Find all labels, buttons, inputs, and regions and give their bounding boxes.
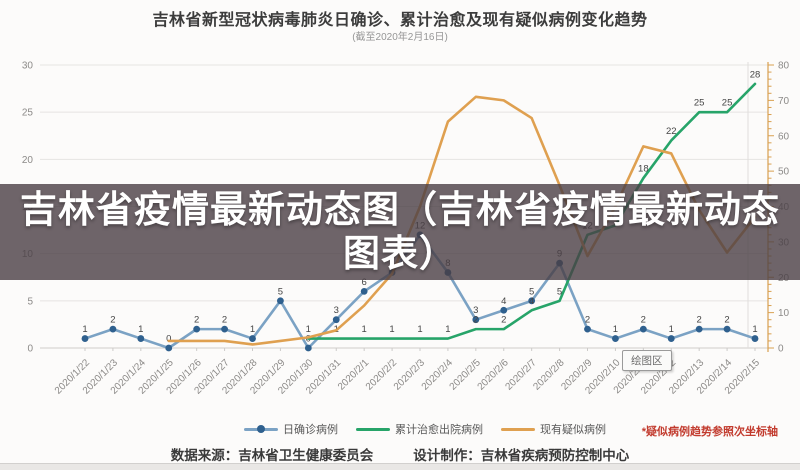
svg-text:25: 25 bbox=[722, 98, 733, 109]
data-source: 数据来源：吉林省卫生健康委员会 bbox=[170, 448, 374, 463]
cumulative-cured-line-icon bbox=[356, 427, 390, 431]
svg-text:3: 3 bbox=[334, 305, 339, 316]
legend-label-daily-confirmed: 日确诊病例 bbox=[283, 424, 338, 436]
watermark-line1: 吉林省疫情最新动态图（吉林省疫情最新动态 bbox=[20, 189, 780, 230]
svg-text:2: 2 bbox=[501, 315, 506, 326]
svg-text:2: 2 bbox=[697, 315, 702, 326]
svg-text:2: 2 bbox=[473, 315, 478, 326]
svg-text:1: 1 bbox=[82, 324, 87, 335]
plot-area-tooltip: 绘图区 bbox=[622, 350, 672, 371]
svg-text:0: 0 bbox=[166, 334, 171, 345]
legend-label-cumulative-cured: 累计治愈出院病例 bbox=[395, 424, 483, 436]
svg-text:6: 6 bbox=[362, 277, 367, 288]
svg-text:30: 30 bbox=[22, 61, 34, 72]
svg-text:2: 2 bbox=[724, 315, 729, 326]
svg-text:4: 4 bbox=[501, 296, 506, 307]
secondary-axis-note: *疑似病例趋势参照次坐标轴 bbox=[641, 426, 778, 438]
svg-text:20: 20 bbox=[22, 155, 34, 166]
svg-text:25: 25 bbox=[694, 98, 705, 109]
svg-text:2: 2 bbox=[641, 315, 646, 326]
svg-text:5: 5 bbox=[557, 286, 562, 297]
legend-item-cumulative-cured: 累计治愈出院病例 bbox=[356, 421, 483, 437]
legend-item-suspected: 现有疑似病例 bbox=[501, 421, 606, 437]
svg-text:1: 1 bbox=[669, 324, 674, 335]
svg-text:0: 0 bbox=[27, 344, 33, 355]
chart-subtitle: (截至2020年2月16日) bbox=[352, 32, 448, 43]
footer: 数据来源：吉林省卫生健康委员会 设计制作：吉林省疾病预防控制中心 bbox=[0, 444, 800, 464]
svg-text:1: 1 bbox=[613, 324, 618, 335]
watermark-overlay: 吉林省疫情最新动态图（吉林省疫情最新动态 图表） bbox=[0, 184, 800, 280]
svg-text:10: 10 bbox=[778, 308, 790, 319]
svg-text:1: 1 bbox=[417, 324, 422, 335]
svg-text:2: 2 bbox=[585, 315, 590, 326]
svg-text:25: 25 bbox=[22, 108, 34, 119]
svg-text:60: 60 bbox=[778, 131, 790, 142]
svg-text:18: 18 bbox=[638, 164, 649, 175]
legend: 日确诊病例 累计治愈出院病例 现有疑似病例 bbox=[244, 421, 606, 437]
legend-label-suspected: 现有疑似病例 bbox=[540, 424, 606, 436]
svg-text:1: 1 bbox=[752, 324, 757, 335]
daily-confirmed-line-icon bbox=[244, 425, 278, 433]
svg-text:1: 1 bbox=[138, 324, 143, 335]
svg-text:22: 22 bbox=[666, 126, 677, 137]
svg-text:2: 2 bbox=[194, 315, 199, 326]
svg-text:28: 28 bbox=[750, 69, 761, 80]
svg-text:5: 5 bbox=[27, 296, 33, 307]
svg-text:5: 5 bbox=[278, 286, 283, 297]
legend-item-daily-confirmed: 日确诊病例 bbox=[244, 421, 338, 437]
svg-text:1: 1 bbox=[306, 324, 311, 335]
svg-text:80: 80 bbox=[778, 61, 790, 72]
svg-text:50: 50 bbox=[778, 167, 790, 178]
svg-text:2: 2 bbox=[110, 315, 115, 326]
watermark-line2: 图表） bbox=[343, 233, 457, 274]
svg-text:4: 4 bbox=[529, 296, 534, 307]
svg-text:1: 1 bbox=[389, 324, 394, 335]
svg-text:1: 1 bbox=[445, 324, 450, 335]
svg-text:2: 2 bbox=[222, 315, 227, 326]
svg-text:70: 70 bbox=[778, 96, 790, 107]
svg-text:0: 0 bbox=[778, 344, 784, 355]
bottom-divider-bar bbox=[0, 463, 800, 470]
suspected-line-icon bbox=[501, 427, 535, 431]
svg-text:3: 3 bbox=[473, 305, 478, 316]
design-credit: 设计制作：吉林省疾病预防控制中心 bbox=[413, 448, 630, 463]
svg-text:1: 1 bbox=[250, 324, 255, 335]
svg-text:5: 5 bbox=[529, 286, 534, 297]
chart-title: 吉林省新型冠状病毒肺炎日确诊、累计治愈及现有疑似病例变化趋势 bbox=[152, 12, 648, 29]
svg-text:1: 1 bbox=[362, 324, 367, 335]
